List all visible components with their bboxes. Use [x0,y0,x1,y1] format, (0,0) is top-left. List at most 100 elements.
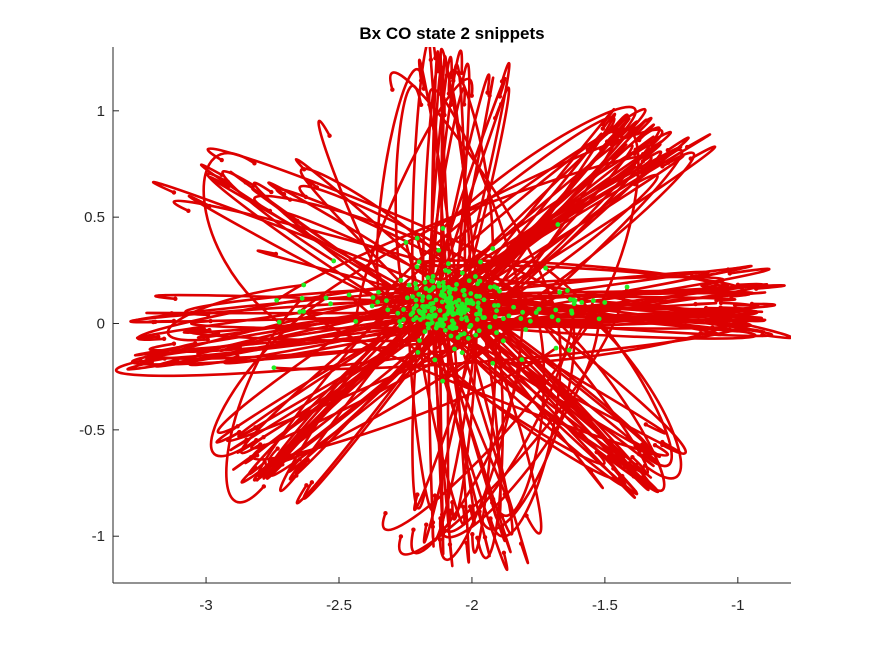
end-marker [248,455,254,460]
end-marker [269,189,274,195]
end-marker [275,462,281,467]
start-marker [487,284,493,290]
start-marker [404,295,410,301]
end-marker [518,541,524,546]
start-marker [436,247,442,253]
start-marker [443,268,448,273]
end-marker [448,102,454,108]
trajectory-line [431,49,464,278]
trajectory-line [428,77,507,299]
y-tick-label: -0.5 [79,422,105,439]
end-marker [749,301,755,307]
start-marker [446,300,452,306]
start-marker [416,259,422,265]
end-marker [244,444,249,449]
start-marker [492,303,497,308]
start-marker [490,360,496,366]
start-marker [422,329,428,335]
end-marker [467,504,473,509]
end-marker [237,344,242,350]
end-marker [235,424,240,429]
start-marker [442,327,448,333]
start-marker [452,346,457,352]
start-marker [566,347,572,353]
end-marker [162,356,167,361]
start-marker [416,292,422,297]
end-marker [639,442,645,447]
end-marker [502,492,508,497]
end-marker [485,90,490,95]
start-marker [518,316,524,321]
end-marker [461,102,467,107]
end-marker [460,80,465,85]
end-marker [631,124,636,130]
start-marker [433,297,439,303]
end-marker [273,251,279,257]
start-marker [492,314,498,320]
start-marker [454,282,459,287]
trajectory-line [221,170,335,263]
end-marker [718,326,724,331]
start-marker [301,282,307,288]
end-marker [719,293,724,298]
end-marker [482,535,488,540]
end-marker [475,535,480,541]
end-marker [600,122,606,127]
end-marker [208,318,213,324]
end-marker [735,282,741,288]
end-marker [469,93,474,98]
end-marker [275,457,280,463]
start-marker [430,300,436,306]
end-marker [152,352,157,358]
end-marker [264,195,269,200]
start-marker [536,306,542,312]
end-marker [156,334,161,339]
end-marker [235,354,240,359]
y-tick-label: 0.5 [84,209,105,226]
end-marker [706,290,711,295]
start-marker [533,310,539,315]
end-marker [499,79,505,84]
start-marker [461,287,467,293]
trajectory-line [459,118,648,310]
end-marker [421,86,427,91]
end-marker [727,307,733,313]
end-marker [262,443,267,448]
start-marker [299,295,305,301]
end-marker [718,305,724,311]
end-marker [254,453,260,458]
end-marker [264,463,270,468]
end-marker [297,462,303,467]
chart-title: Bx CO state 2 snippets [359,24,544,43]
start-marker [297,309,303,315]
trajectory-line [294,157,505,343]
start-marker [456,306,462,312]
start-marker [495,302,501,308]
start-marker [459,316,465,322]
end-marker [398,534,404,539]
start-marker [426,294,432,300]
start-marker [426,313,432,318]
start-marker [465,307,471,313]
start-marker [413,285,419,291]
end-marker [600,126,606,131]
end-marker [442,112,447,118]
markers [138,56,765,555]
start-marker [459,270,465,276]
end-marker [205,312,211,318]
end-marker [171,341,177,346]
start-marker [477,311,483,317]
end-marker [698,330,703,336]
start-marker [445,261,451,267]
end-marker [736,316,741,322]
start-marker [328,301,333,307]
end-marker [702,284,707,290]
end-marker [704,320,710,325]
end-marker [294,473,299,478]
trajectory-line [441,105,637,230]
trajectory-line [188,318,442,367]
start-marker [475,300,481,306]
start-marker [423,286,429,291]
start-marker [511,304,516,310]
